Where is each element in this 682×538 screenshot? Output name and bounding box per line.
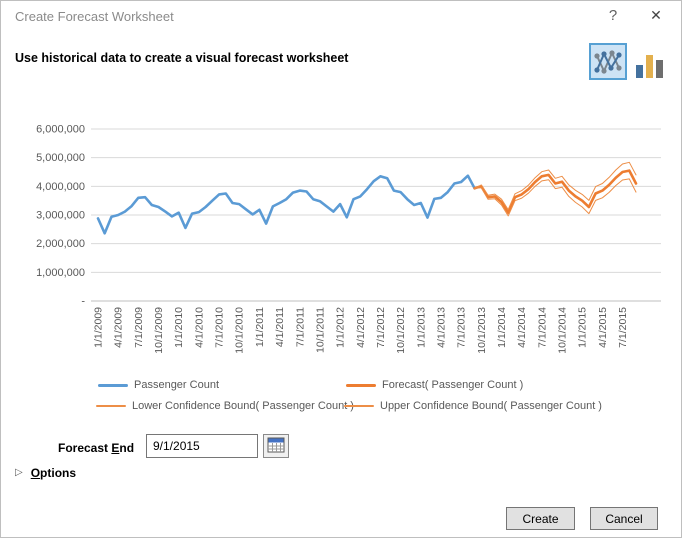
series-line — [96, 174, 476, 235]
y-axis-tick-label: 5,000,000 — [36, 152, 85, 164]
y-axis-tick-label: 4,000,000 — [36, 181, 85, 193]
close-icon[interactable]: ✕ — [650, 7, 662, 23]
legend-item-passenger-count: Passenger Count — [98, 379, 219, 391]
legend-label: Upper Confidence Bound( Passenger Count … — [380, 400, 602, 412]
x-axis-tick-label: 4/1/2009 — [113, 307, 125, 348]
legend-line-sample — [96, 405, 126, 407]
legend-item-lower-confidence-bound: Lower Confidence Bound( Passenger Count … — [96, 400, 354, 412]
x-axis-tick-label: 7/1/2011 — [294, 307, 306, 347]
expander-triangle-icon: ▷ — [15, 467, 23, 478]
x-axis-tick-label: 4/1/2010 — [193, 307, 205, 348]
x-axis-tick-label: 1/1/2014 — [496, 307, 508, 348]
date-picker-button[interactable] — [263, 434, 289, 458]
options-label: Options — [30, 466, 77, 480]
legend-label: Forecast( Passenger Count ) — [382, 379, 524, 391]
series-line — [473, 169, 638, 214]
x-axis-tick-label: 1/1/2013 — [415, 307, 427, 348]
forecast-end-label: Forecast End — [58, 441, 135, 455]
x-axis-tick-label: 10/1/2013 — [476, 307, 488, 354]
forecast-end-input[interactable] — [146, 434, 258, 458]
x-axis-tick-label: 10/1/2014 — [557, 307, 569, 354]
y-axis-tick-label: 2,000,000 — [36, 238, 85, 250]
x-axis-tick-label: 1/1/2011 — [254, 307, 266, 347]
x-axis-tick-label: 10/1/2011 — [314, 307, 326, 353]
x-axis-tick-label: 4/1/2015 — [597, 307, 609, 348]
line-chart-type-button[interactable] — [589, 43, 627, 80]
legend-line-sample — [98, 383, 128, 387]
x-axis-tick-label: 1/1/2015 — [577, 307, 589, 348]
legend-line-sample — [344, 405, 374, 407]
x-axis-tick-label: 1/1/2010 — [173, 307, 185, 348]
y-axis-tick-label: 6,000,000 — [36, 124, 85, 136]
y-axis-tick-label: - — [81, 296, 85, 308]
x-axis-tick-label: 4/1/2012 — [355, 307, 367, 348]
help-icon[interactable]: ? — [608, 7, 618, 24]
x-axis-tick-label: 1/1/2009 — [93, 307, 105, 348]
x-axis-tick-label: 7/1/2010 — [214, 307, 226, 348]
y-axis-tick-label: 3,000,000 — [36, 210, 85, 222]
y-axis-tick-label: 1,000,000 — [36, 267, 85, 279]
x-axis-tick-label: 7/1/2015 — [617, 307, 629, 348]
x-axis-tick-label: 10/1/2012 — [395, 307, 407, 354]
x-axis-tick-label: 10/1/2010 — [234, 307, 246, 354]
x-axis-tick-label: 4/1/2014 — [516, 307, 528, 348]
x-axis-tick-label: 4/1/2011 — [274, 307, 286, 347]
bar-chart-icon — [636, 55, 663, 78]
forecast-chart: 6,000,000 5,000,000 4,000,000 3,000,000 2,00… — [36, 124, 661, 354]
x-axis-tick-label: 7/1/2013 — [456, 307, 468, 348]
legend-line-sample — [346, 383, 376, 387]
line-chart-icon — [594, 50, 622, 74]
x-axis-tick-label: 7/1/2009 — [133, 307, 145, 348]
dialog-title: Create Forecast Worksheet — [15, 9, 174, 24]
x-axis-tick-label: 7/1/2014 — [536, 307, 548, 348]
bar-chart-type-button[interactable] — [634, 48, 666, 80]
x-axis-tick-label: 10/1/2009 — [153, 307, 165, 354]
legend-item-upper-confidence-bound: Upper Confidence Bound( Passenger Count … — [344, 400, 602, 412]
legend-item-forecast: Forecast( Passenger Count ) — [346, 379, 523, 391]
x-axis-tick-label: 1/1/2012 — [335, 307, 347, 348]
dialog-subtitle: Use historical data to create a visual f… — [15, 51, 349, 65]
legend-label: Lower Confidence Bound( Passenger Count … — [132, 400, 354, 412]
cancel-button[interactable]: Cancel — [590, 507, 658, 530]
x-axis-tick-label: 4/1/2013 — [436, 307, 448, 348]
calendar-icon — [267, 437, 285, 453]
legend-label: Passenger Count — [134, 379, 219, 391]
create-button[interactable]: Create — [506, 507, 575, 530]
series-line — [474, 161, 637, 211]
x-axis-tick-label: 7/1/2012 — [375, 307, 387, 348]
options-expander[interactable]: ▷ Options — [15, 466, 76, 480]
series-line — [474, 178, 637, 217]
